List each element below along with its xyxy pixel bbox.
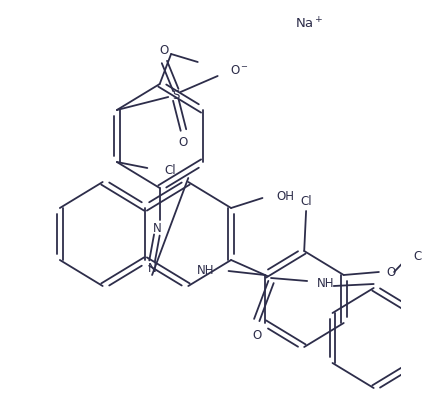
Text: N: N xyxy=(148,262,157,275)
Text: OH: OH xyxy=(277,190,295,203)
Text: O: O xyxy=(179,136,188,149)
Text: O: O xyxy=(387,266,396,279)
Text: Cl: Cl xyxy=(300,195,312,208)
Text: N: N xyxy=(152,221,161,234)
Text: O: O xyxy=(252,329,261,342)
Text: Cl: Cl xyxy=(414,249,422,262)
Text: Cl: Cl xyxy=(165,164,176,177)
Text: NH: NH xyxy=(197,264,214,277)
Text: Na$^+$: Na$^+$ xyxy=(295,16,323,32)
Text: S: S xyxy=(172,89,179,102)
Text: O: O xyxy=(160,43,169,56)
Text: O$^-$: O$^-$ xyxy=(230,63,249,76)
Text: NH: NH xyxy=(316,277,334,290)
